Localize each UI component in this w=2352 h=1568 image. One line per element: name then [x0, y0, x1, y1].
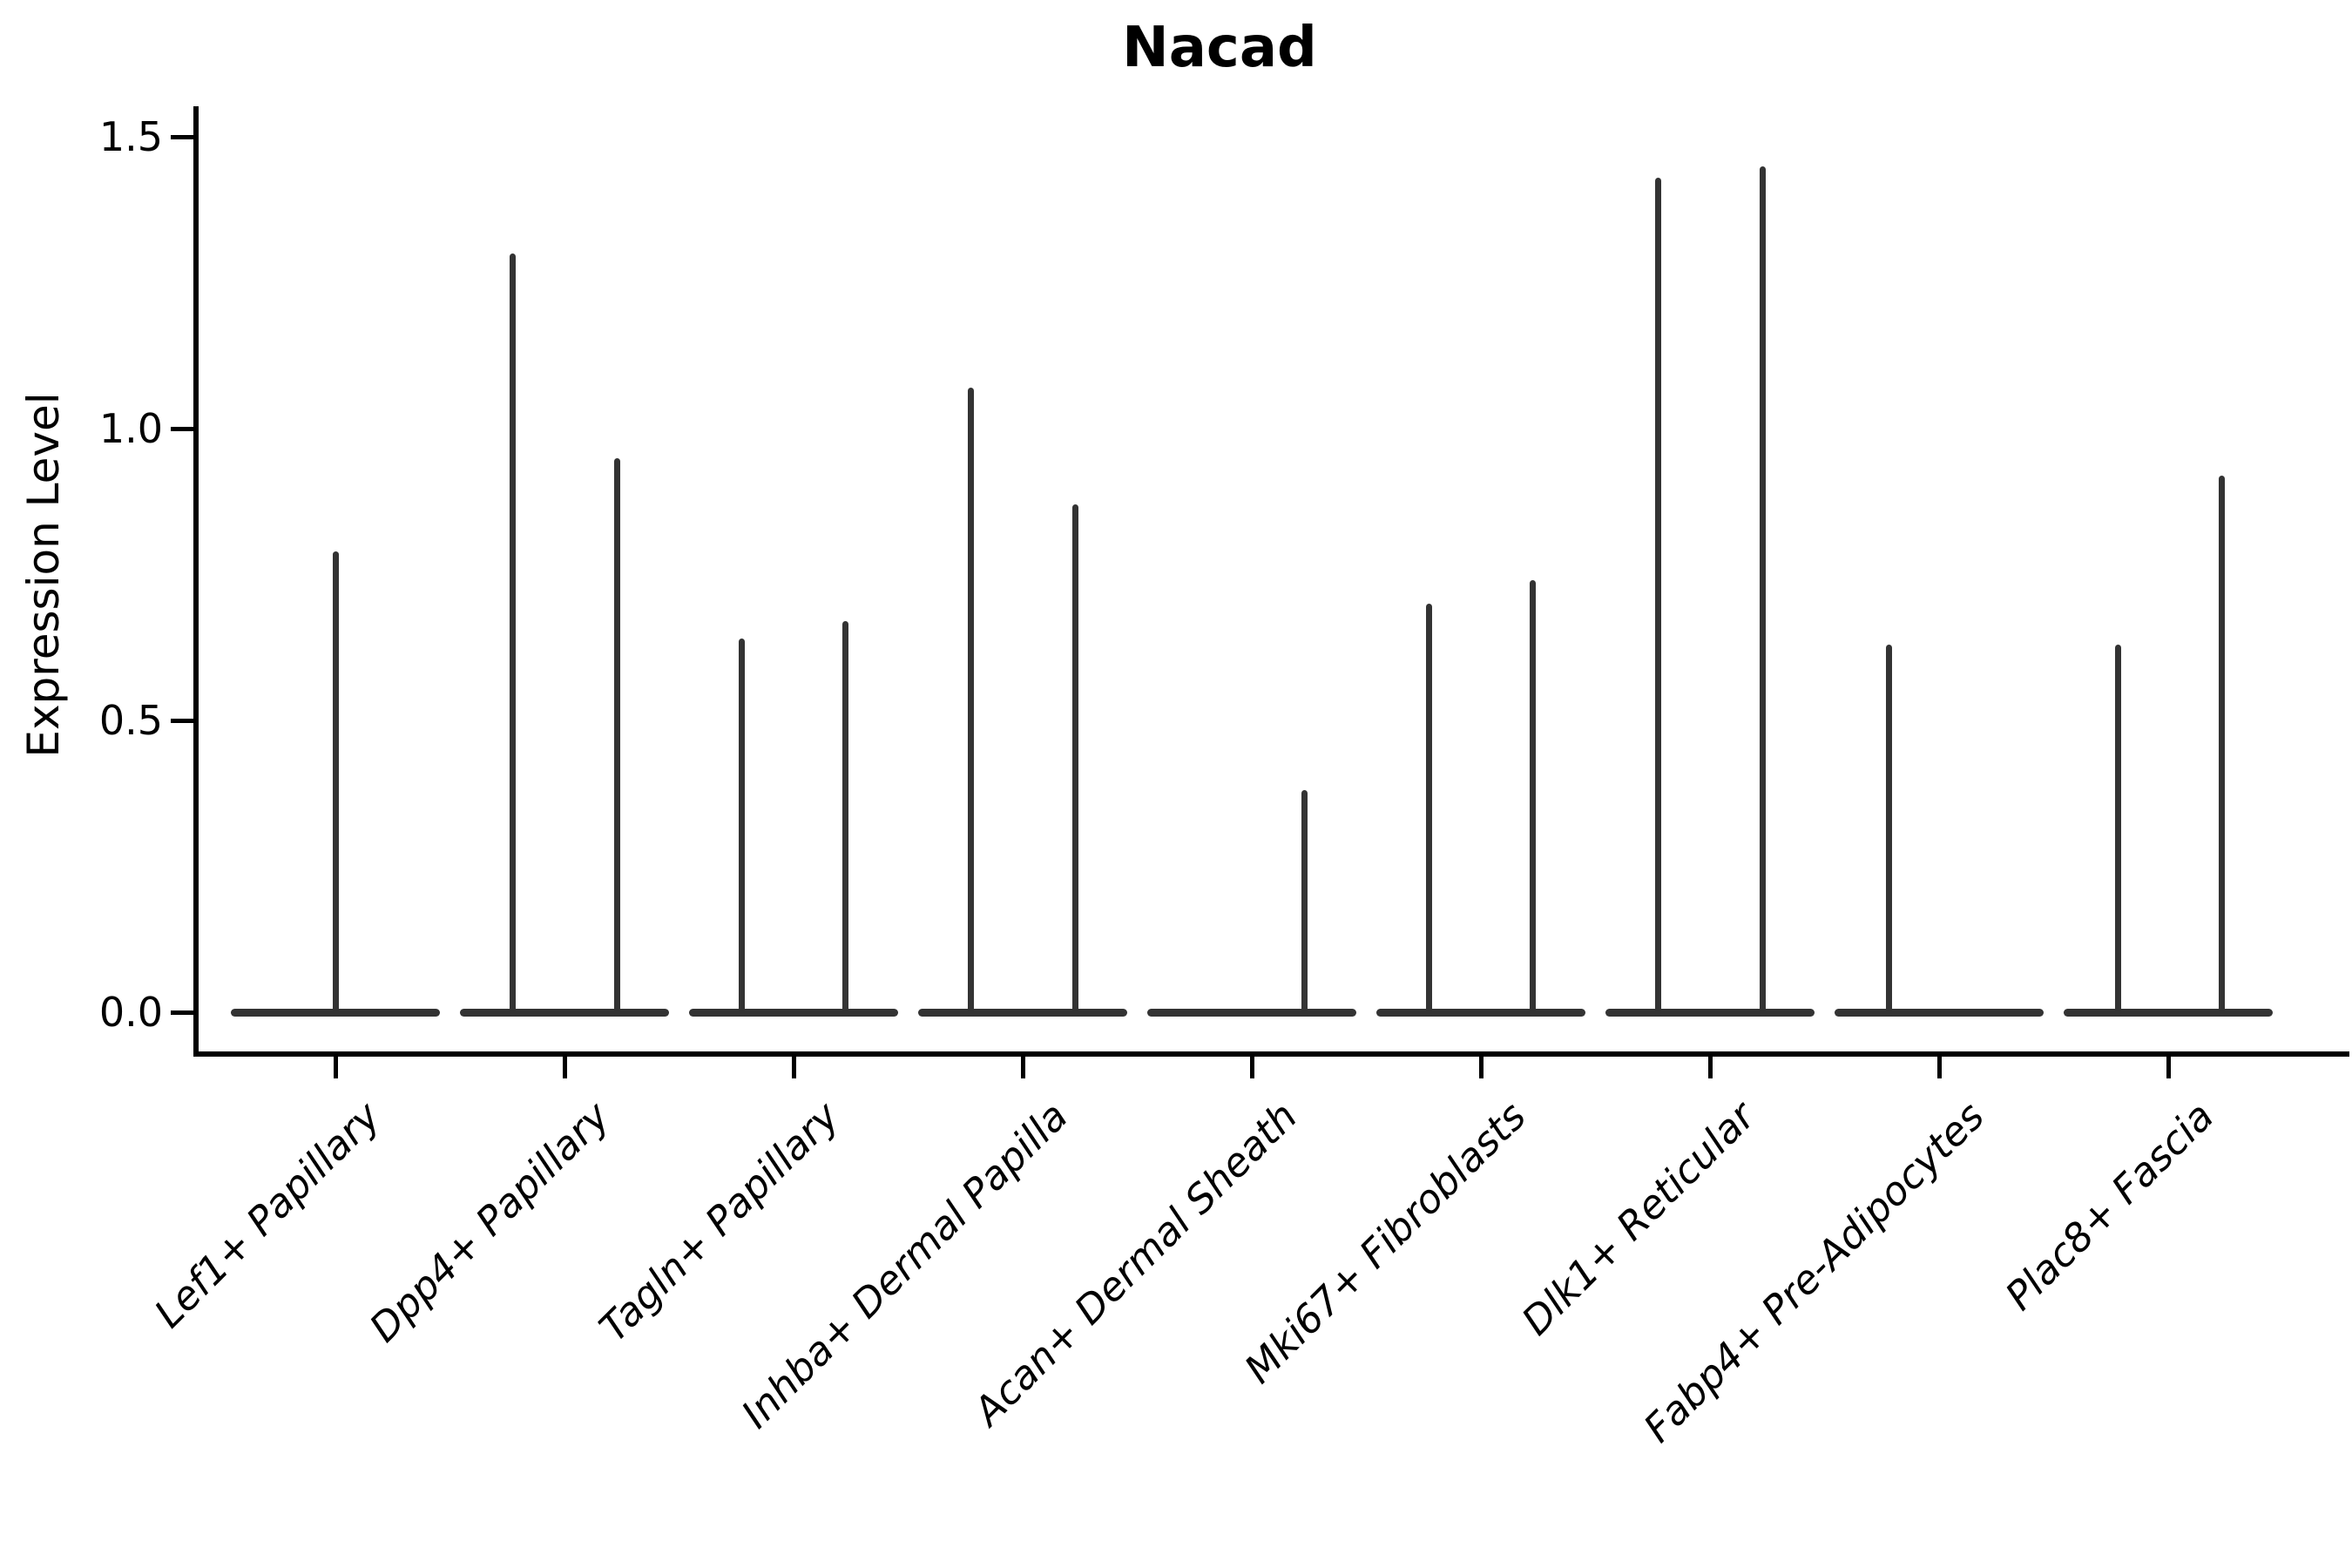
violin-spike [841, 621, 848, 1016]
violin-spike [2114, 644, 2121, 1016]
violin-baseline [689, 1009, 898, 1017]
violin-spike [1425, 604, 1432, 1016]
x-axis-spine [193, 1051, 2349, 1057]
x-tick [791, 1054, 796, 1078]
violin-spike [1529, 580, 1536, 1016]
violin-baseline [460, 1009, 669, 1017]
x-tick [1249, 1054, 1254, 1078]
x-tick-label: Tagln+ Papillary [590, 1092, 848, 1351]
violin-baseline [1835, 1009, 2044, 1017]
violin-baseline [1605, 1009, 1815, 1017]
x-tick [333, 1054, 338, 1078]
violin-spike [509, 253, 516, 1016]
violin-spike [1301, 790, 1308, 1016]
violin-spike [1071, 504, 1078, 1016]
x-tick-label: Dlk1+ Reticular [1512, 1092, 1765, 1344]
x-tick [1020, 1054, 1025, 1078]
violin-baseline [1376, 1009, 1585, 1017]
y-tick [171, 134, 193, 139]
y-tick-label: 0.5 [98, 697, 163, 744]
violin-baseline [1147, 1009, 1356, 1017]
violin-baseline [918, 1009, 1127, 1017]
x-tick [1478, 1054, 1484, 1078]
y-axis-spine [193, 106, 199, 1057]
y-tick-label: 1.0 [98, 405, 163, 452]
violin-baseline [2064, 1009, 2273, 1017]
y-tick [171, 426, 193, 431]
violin-spike [2218, 475, 2225, 1016]
x-tick [1707, 1054, 1713, 1078]
y-tick-label: 0.0 [98, 989, 163, 1036]
x-tick [2166, 1054, 2171, 1078]
x-tick-label: Lef1+ Papillary [145, 1092, 390, 1337]
x-tick [1936, 1054, 1942, 1078]
violin-spike [1759, 166, 1766, 1016]
violin-spike [332, 551, 339, 1016]
y-tick [171, 1010, 193, 1015]
violin-spike [613, 457, 620, 1016]
x-tick [562, 1054, 567, 1078]
violin-spike [1654, 177, 1661, 1016]
chart-title: Nacad [1122, 16, 1317, 80]
violin-spike [1885, 644, 1892, 1016]
x-tick-label: Plac8+ Fascia [1996, 1092, 2223, 1320]
y-tick-label: 1.5 [98, 113, 163, 160]
x-tick-label: Dpp4+ Papillary [360, 1092, 619, 1351]
violin-spike [738, 639, 745, 1016]
violin-spike [967, 388, 974, 1016]
y-tick [171, 718, 193, 723]
